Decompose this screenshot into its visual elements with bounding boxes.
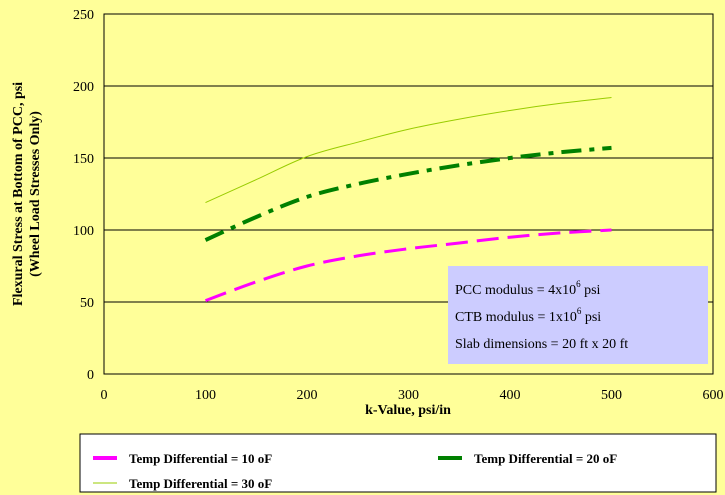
y-tick-label-2: 100 bbox=[73, 224, 94, 239]
y-axis-title-line2: (Wheel Load Stresses Only) bbox=[28, 111, 43, 277]
legend-item-20: Temp Differential = 20 oF bbox=[438, 451, 617, 466]
y-tick-label-4: 200 bbox=[73, 80, 94, 95]
annotation-line2: CTB modulus = 1x106 psi bbox=[455, 306, 601, 325]
series-layer bbox=[204, 97, 612, 303]
legend-label-30: Temp Differential = 30 oF bbox=[129, 476, 272, 491]
legend-label-10: Temp Differential = 10 oF bbox=[129, 451, 272, 466]
legend-label-20: Temp Differential = 20 oF bbox=[474, 451, 617, 466]
plot-area bbox=[103, 13, 714, 375]
y-tick-label-1: 50 bbox=[80, 296, 94, 311]
x-tick-label-0: 0 bbox=[101, 388, 108, 403]
legend: Temp Differential = 10 oF Temp Different… bbox=[79, 433, 717, 493]
x-axis-title: k-Value, psi/in bbox=[365, 403, 451, 418]
x-tick-label-2: 200 bbox=[297, 388, 318, 403]
series-line-2 bbox=[205, 97, 612, 204]
x-tick-label-5: 500 bbox=[601, 388, 622, 403]
series-line-1 bbox=[204, 145, 612, 242]
x-tick-label-3: 300 bbox=[398, 388, 419, 403]
y-axis-title-line1: Flexural Stress at Bottom of PCC, psi bbox=[11, 82, 26, 306]
x-tick-label-6: 600 bbox=[703, 388, 724, 403]
series-line-0 bbox=[204, 228, 612, 303]
annotation-line3: Slab dimensions = 20 ft x 20 ft bbox=[455, 337, 628, 352]
x-tick-label-1: 100 bbox=[195, 388, 216, 403]
annotation-box: PCC modulus = 4x106 psi CTB modulus = 1x… bbox=[448, 266, 708, 364]
legend-item-10: Temp Differential = 10 oF bbox=[93, 451, 272, 466]
y-tick-label-3: 150 bbox=[73, 152, 94, 167]
annotation-line1: PCC modulus = 4x106 psi bbox=[455, 279, 601, 298]
y-tick-label-5: 250 bbox=[73, 8, 94, 23]
x-tick-label-4: 400 bbox=[500, 388, 521, 403]
y-tick-label-0: 0 bbox=[87, 368, 94, 383]
tick-labels: 0 50 100 150 200 250 0 100 200 300 400 500 600 bbox=[73, 8, 724, 403]
legend-item-30: Temp Differential = 30 oF bbox=[93, 476, 272, 491]
